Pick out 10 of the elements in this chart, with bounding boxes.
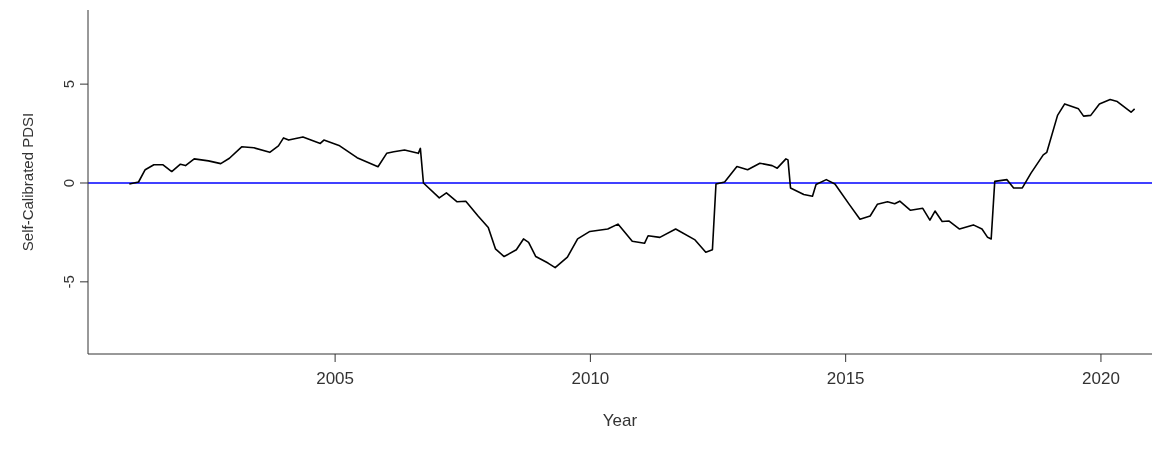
x-tick-label: 2005 bbox=[316, 369, 355, 389]
x-tick-label: 2015 bbox=[826, 369, 865, 389]
x-tick-label: 2020 bbox=[1082, 369, 1120, 389]
x-axis-title: Year bbox=[602, 411, 638, 430]
y-tick-label: -5 bbox=[60, 275, 77, 289]
y-axis-title: Self-Calibrated PDSI bbox=[19, 112, 37, 252]
y-tick-label: 0 bbox=[60, 178, 77, 188]
y-tick-label: 5 bbox=[60, 79, 77, 89]
line-series bbox=[128, 98, 1136, 269]
x-tick-label: 2010 bbox=[571, 369, 610, 389]
